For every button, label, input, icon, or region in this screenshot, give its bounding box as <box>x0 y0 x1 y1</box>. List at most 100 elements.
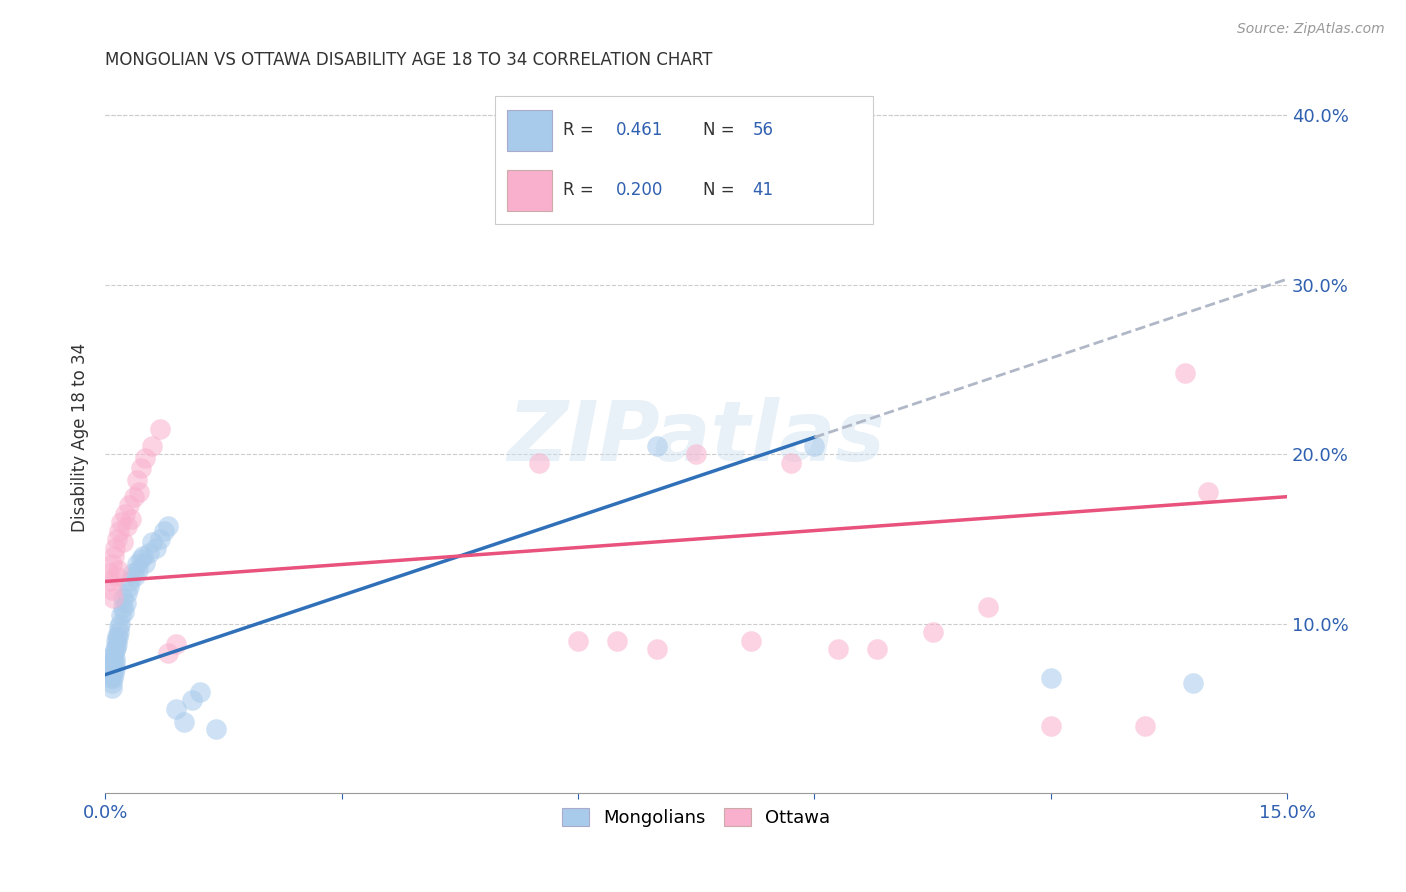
Point <box>645 642 668 657</box>
Point <box>114 597 136 611</box>
Point <box>110 515 132 529</box>
Point <box>125 473 148 487</box>
Point <box>134 556 156 570</box>
Text: ZIPatlas: ZIPatlas <box>508 397 886 478</box>
Point <box>120 574 142 589</box>
Point <box>141 535 163 549</box>
Point <box>153 524 176 538</box>
Point <box>103 549 125 563</box>
Point <box>645 439 668 453</box>
Text: MONGOLIAN VS OTTAWA DISABILITY AGE 18 TO 34 CORRELATION CHART: MONGOLIAN VS OTTAWA DISABILITY AGE 18 TO… <box>105 51 713 69</box>
Point <box>188 684 211 698</box>
Point <box>141 439 163 453</box>
Point <box>110 608 132 623</box>
Point <box>121 566 143 580</box>
Point <box>117 518 139 533</box>
Point <box>120 512 142 526</box>
Point <box>100 667 122 681</box>
Point <box>122 490 145 504</box>
Point <box>132 549 155 563</box>
Point <box>98 665 121 679</box>
Point <box>204 722 226 736</box>
Point <box>149 532 172 546</box>
Point <box>103 648 125 662</box>
Point <box>105 532 128 546</box>
Point <box>128 484 150 499</box>
Point <box>124 569 146 583</box>
Point <box>108 524 131 538</box>
Point <box>1197 484 1219 499</box>
Point <box>117 586 139 600</box>
Point <box>101 665 124 679</box>
Point <box>101 681 124 696</box>
Point <box>100 657 122 672</box>
Point <box>111 599 134 614</box>
Point <box>134 450 156 465</box>
Point <box>149 422 172 436</box>
Point <box>921 625 943 640</box>
Point <box>145 541 167 555</box>
Point <box>127 563 149 577</box>
Point <box>100 671 122 685</box>
Point <box>173 715 195 730</box>
Point <box>104 661 127 675</box>
Point <box>131 461 153 475</box>
Point <box>1181 676 1204 690</box>
Text: Source: ZipAtlas.com: Source: ZipAtlas.com <box>1237 22 1385 37</box>
Point <box>98 574 121 589</box>
Y-axis label: Disability Age 18 to 34: Disability Age 18 to 34 <box>72 343 89 532</box>
Point <box>1135 718 1157 732</box>
Point <box>105 640 128 655</box>
Point <box>101 582 124 597</box>
Point <box>118 498 141 512</box>
Point <box>98 659 121 673</box>
Point <box>104 656 127 670</box>
Point <box>157 518 180 533</box>
Point <box>104 642 127 657</box>
Point <box>101 654 124 668</box>
Point <box>118 580 141 594</box>
Point <box>107 620 129 634</box>
Legend: Mongolians, Ottawa: Mongolians, Ottawa <box>554 800 838 834</box>
Point <box>779 456 801 470</box>
Point <box>527 456 550 470</box>
Point <box>101 676 124 690</box>
Point <box>112 591 135 606</box>
Point <box>105 633 128 648</box>
Point <box>98 650 121 665</box>
Point <box>101 591 124 606</box>
Point <box>606 633 628 648</box>
Point <box>114 507 136 521</box>
Point <box>107 563 129 577</box>
Point <box>98 566 121 580</box>
Point <box>138 546 160 560</box>
Point <box>104 541 127 555</box>
Point <box>567 196 589 211</box>
Point <box>567 633 589 648</box>
Point <box>157 646 180 660</box>
Point <box>803 439 825 453</box>
Point <box>104 652 127 666</box>
Point <box>180 693 202 707</box>
Point <box>100 558 122 572</box>
Point <box>1039 671 1062 685</box>
Point <box>108 625 131 640</box>
Point <box>1174 366 1197 380</box>
Point <box>112 605 135 619</box>
Point <box>165 637 187 651</box>
Point <box>101 671 124 685</box>
Point <box>685 447 707 461</box>
Point <box>107 631 129 645</box>
Point <box>105 569 128 583</box>
Point <box>111 535 134 549</box>
Point <box>827 642 849 657</box>
Point <box>108 616 131 631</box>
Point <box>105 637 128 651</box>
Point <box>103 665 125 680</box>
Point <box>165 701 187 715</box>
Point <box>129 552 152 566</box>
Point <box>866 642 889 657</box>
Point <box>976 599 998 614</box>
Point <box>1039 718 1062 732</box>
Point <box>740 633 762 648</box>
